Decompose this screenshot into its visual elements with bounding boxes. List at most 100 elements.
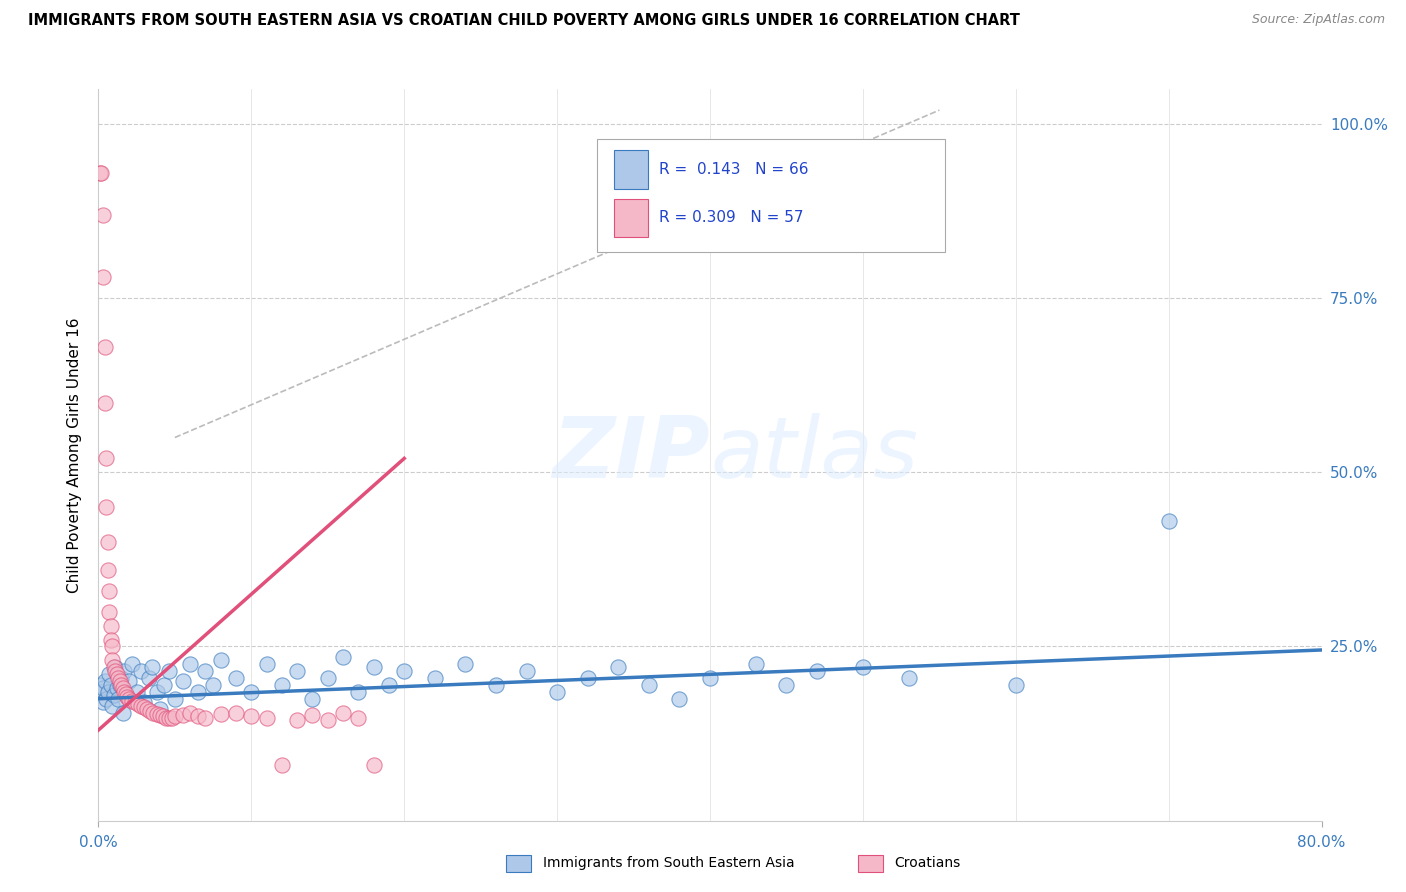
Point (136, 702, 159, 716)
Point (152, 709, 174, 723)
Point (363, 758, 385, 772)
Text: IMMIGRANTS FROM SOUTH EASTERN ASIA VS CROATIAN CHILD POVERTY AMONG GIRLS UNDER 1: IMMIGRANTS FROM SOUTH EASTERN ASIA VS CR… (28, 13, 1019, 29)
Point (138, 671, 160, 685)
Point (89, 166, 111, 180)
Point (187, 685, 209, 699)
Point (118, 674, 141, 689)
Point (100, 678, 122, 692)
Point (141, 660, 163, 674)
Point (637, 678, 661, 692)
Point (121, 694, 143, 708)
Point (806, 664, 828, 678)
Point (91, 695, 114, 709)
Point (576, 671, 599, 685)
Point (454, 657, 477, 671)
Point (347, 685, 370, 699)
Point (142, 706, 165, 720)
Point (332, 649, 354, 664)
Point (516, 664, 538, 678)
Point (98, 605, 121, 619)
Point (115, 688, 138, 702)
Point (256, 710, 278, 724)
Point (104, 660, 127, 674)
Point (98, 667, 121, 681)
Point (103, 660, 125, 674)
Point (172, 674, 194, 689)
Point (209, 707, 232, 722)
Point (194, 710, 217, 724)
Point (107, 671, 129, 685)
Point (112, 664, 135, 678)
Text: Source: ZipAtlas.com: Source: ZipAtlas.com (1251, 13, 1385, 27)
Point (108, 678, 131, 692)
Point (104, 664, 127, 678)
Point (100, 632, 122, 647)
Point (97, 535, 120, 549)
Point (93, 340, 115, 354)
Point (111, 706, 134, 720)
Point (145, 685, 167, 699)
Point (110, 671, 132, 685)
Point (301, 691, 323, 706)
Point (107, 691, 129, 706)
Text: R = 0.309   N = 57: R = 0.309 N = 57 (659, 211, 804, 226)
Point (111, 681, 134, 696)
Point (172, 707, 194, 722)
Point (153, 678, 176, 692)
Point (240, 709, 263, 723)
Point (270, 758, 292, 772)
Point (546, 685, 568, 699)
Point (163, 691, 186, 706)
Point (1004, 678, 1026, 692)
Point (91, 681, 114, 696)
Point (124, 695, 146, 709)
Point (134, 700, 156, 714)
Text: Croatians: Croatians (894, 856, 960, 871)
Point (110, 678, 132, 692)
Point (127, 697, 149, 711)
Point (108, 674, 131, 689)
Point (105, 681, 128, 696)
Point (256, 657, 278, 671)
Point (163, 709, 186, 723)
Point (145, 707, 167, 722)
Point (97, 685, 120, 699)
Point (316, 713, 339, 727)
Point (105, 667, 128, 681)
Point (285, 713, 308, 727)
Point (129, 664, 152, 678)
Point (134, 695, 156, 709)
Point (775, 678, 797, 692)
Point (392, 664, 416, 678)
Point (155, 710, 177, 724)
Point (852, 660, 875, 674)
Point (118, 691, 141, 706)
Text: Immigrants from South Eastern Asia: Immigrants from South Eastern Asia (543, 856, 794, 871)
Point (194, 664, 217, 678)
Point (699, 671, 721, 685)
Point (100, 618, 122, 632)
Y-axis label: Child Poverty Among Girls Under 16: Child Poverty Among Girls Under 16 (66, 318, 82, 592)
Point (202, 678, 225, 692)
Point (179, 657, 201, 671)
Point (897, 671, 920, 685)
Point (347, 710, 370, 724)
Point (91, 208, 114, 222)
Point (129, 698, 152, 713)
Point (160, 710, 183, 724)
Point (423, 671, 446, 685)
Point (149, 702, 172, 716)
Point (149, 707, 172, 722)
Point (179, 706, 201, 720)
Point (285, 664, 308, 678)
Point (125, 685, 148, 699)
Point (187, 709, 209, 723)
Point (225, 706, 247, 720)
Point (157, 664, 180, 678)
Point (101, 653, 124, 667)
Point (745, 657, 768, 671)
Point (117, 690, 139, 704)
Point (270, 678, 292, 692)
Point (225, 671, 247, 685)
Point (98, 583, 121, 598)
